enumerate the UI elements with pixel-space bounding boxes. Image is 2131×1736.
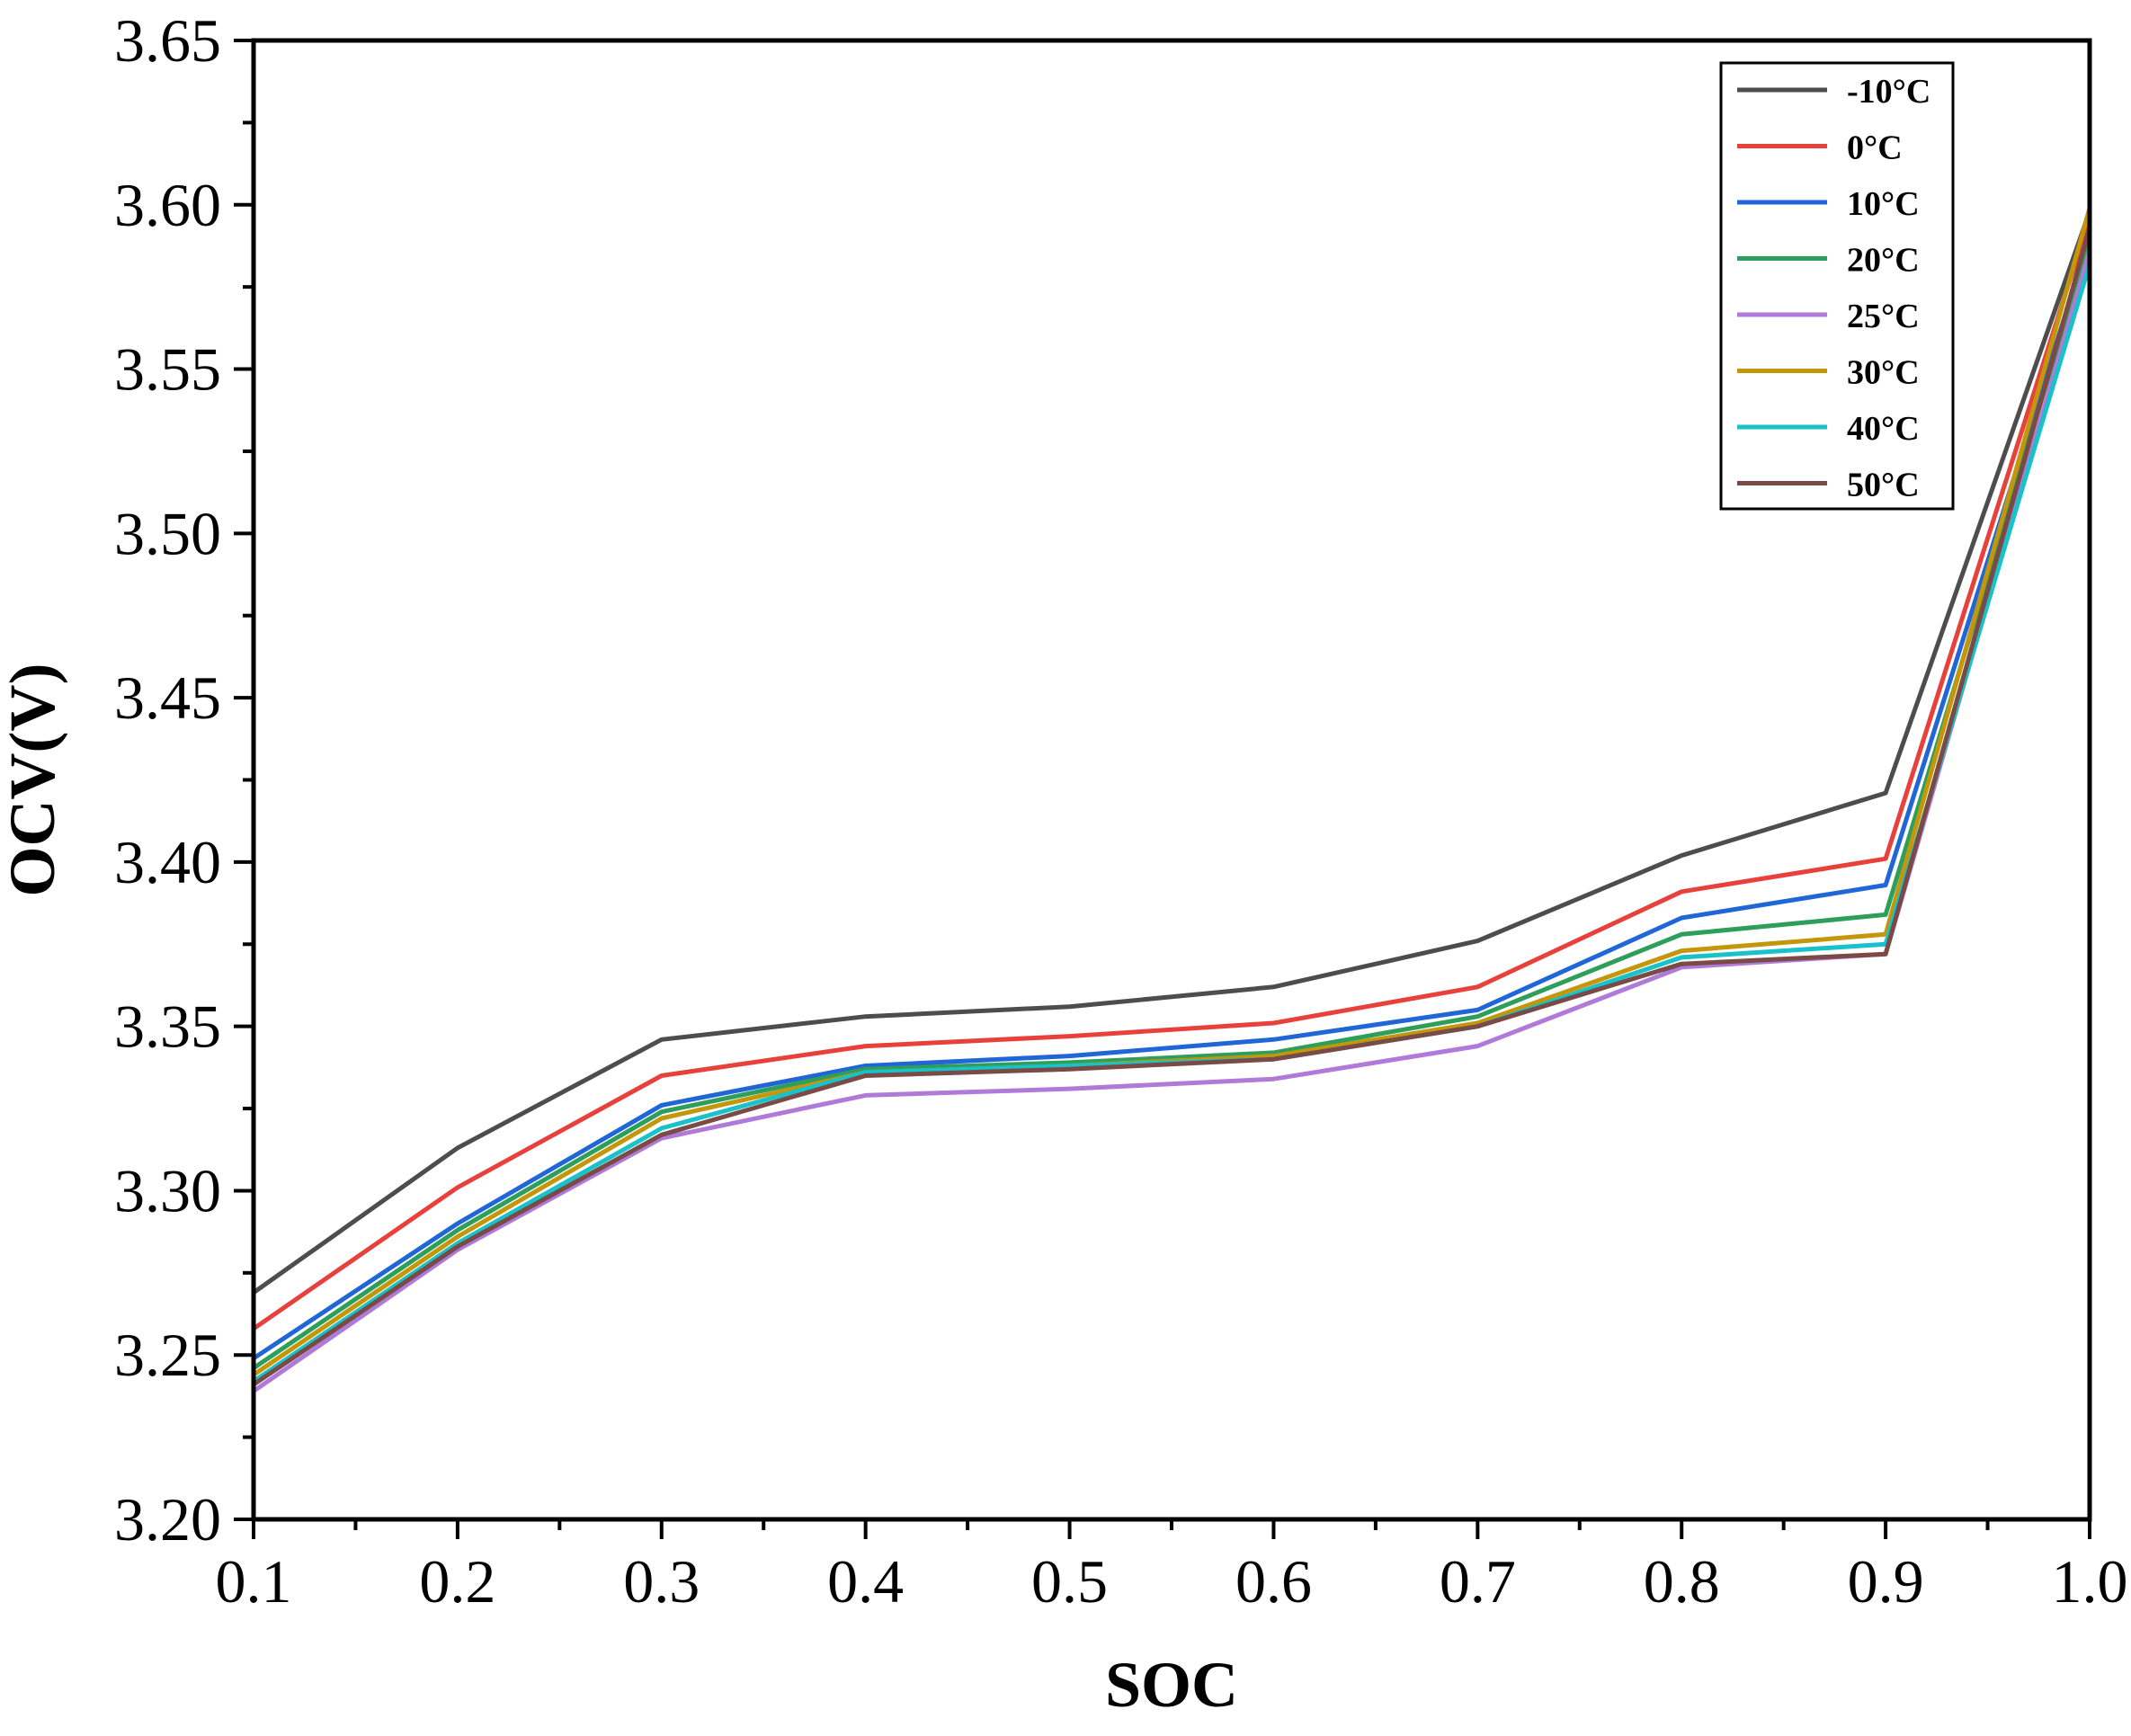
y-tick-label: 3.45 [114,663,221,732]
series-line-7 [252,227,2092,1387]
legend-label: 10°C [1847,185,1920,223]
y-tick-label: 3.20 [114,1485,221,1553]
y-tick-label: 3.40 [114,828,221,896]
x-tick-label: 0.1 [216,1547,292,1616]
x-tick-label: 0.8 [1644,1547,1720,1616]
x-tick-label: 0.9 [1848,1547,1924,1616]
series-line-0 [252,210,2092,1295]
y-tick-labels: 3.20 3.25 3.30 3.35 3.40 3.45 3.50 3.55 3.60 3.65 [114,6,221,1553]
legend-label: 0°C [1847,129,1903,167]
x-tick-label: 0.4 [827,1547,904,1616]
legend-label: 25°C [1847,298,1920,335]
legend-label: 30°C [1847,354,1920,392]
y-tick-label: 3.55 [114,335,221,404]
legend-label: 20°C [1847,242,1920,280]
x-tick-label: 1.0 [2052,1547,2128,1616]
y-tick-label: 3.50 [114,499,221,567]
legend-label: 50°C [1847,467,1920,504]
y-tick-label: 3.30 [114,1156,221,1224]
y-tick-label: 3.60 [114,171,221,239]
x-axis-title: SOC [1105,1649,1238,1721]
legend-box [1719,61,1955,511]
series-line-2 [252,236,2092,1360]
x-tick-labels: 0.1 0.2 0.3 0.4 0.5 0.6 0.7 0.8 0.9 1.0 [216,1547,2128,1616]
legend: -10°C 0°C 10°C 20°C 25°C 30°C 40°C 50°C [1719,61,1955,511]
series-line-1 [252,217,2092,1331]
y-axis-title: OCV(V) [0,663,68,897]
legend-label: 40°C [1847,410,1920,448]
y-tick-label: 3.35 [114,993,221,1061]
x-tick-label: 0.5 [1031,1547,1108,1616]
x-tick-label: 0.6 [1235,1547,1312,1616]
y-tick-label: 3.25 [114,1321,221,1389]
series-layer [252,207,2092,1393]
legend-label: -10°C [1847,73,1930,111]
x-tick-label: 0.2 [419,1547,495,1616]
x-tick-label: 0.3 [623,1547,700,1616]
y-tick-label: 3.65 [114,6,221,75]
axis-ticks [234,39,2091,1539]
series-line-3 [252,240,2092,1370]
x-tick-label: 0.7 [1440,1547,1516,1616]
